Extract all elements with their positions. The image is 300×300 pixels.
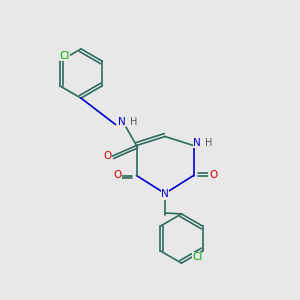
Text: O: O [209, 170, 217, 181]
Text: H: H [206, 137, 213, 148]
Text: O: O [103, 151, 111, 161]
Text: Cl: Cl [59, 51, 69, 61]
Text: N: N [118, 116, 126, 127]
Text: O: O [113, 170, 121, 181]
Text: H: H [130, 116, 138, 127]
Text: Cl: Cl [192, 252, 203, 262]
Text: N: N [161, 189, 169, 199]
Text: N: N [193, 137, 201, 148]
